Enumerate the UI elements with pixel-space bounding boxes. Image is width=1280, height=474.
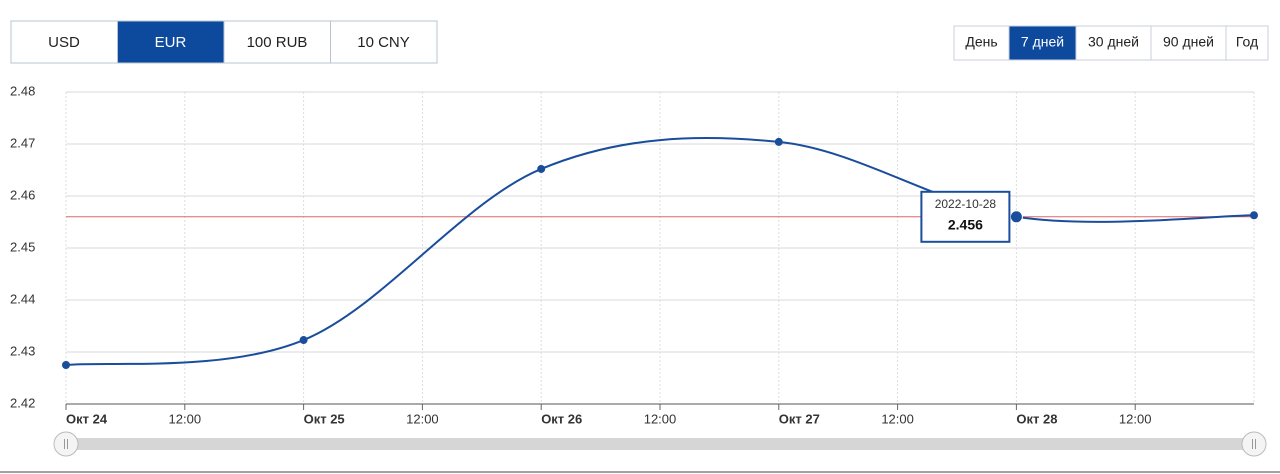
tab-bg [10, 20, 118, 64]
data-point [537, 164, 546, 173]
tab-label: День [965, 34, 997, 50]
x-tick-label: 12:00 [1119, 411, 1152, 426]
x-tick-label: 12:00 [644, 411, 677, 426]
tab-label: 7 дней [1021, 34, 1064, 50]
data-point [299, 336, 308, 345]
x-tick-label: 12:00 [406, 411, 439, 426]
tabs: USD EUR 100 RUB 10 CNY День 7 дней 30 дней 90 д… [10, 20, 1269, 64]
tab-bg [1008, 25, 1077, 61]
data-point [774, 137, 783, 146]
x-tick-label: Окт 27 [779, 411, 820, 426]
period-tab[interactable]: 90 дней [1150, 25, 1227, 61]
tab-bg [223, 20, 331, 64]
period-tab[interactable]: 30 дней [1075, 25, 1152, 61]
data-point [1250, 211, 1258, 220]
tab-label: USD [48, 34, 80, 51]
slider-track [66, 438, 1254, 450]
x-tick-label: 12:00 [169, 411, 202, 426]
y-tick-label: 2.44 [10, 291, 35, 306]
tab-label: Год [1236, 34, 1258, 50]
tab-label: EUR [155, 34, 187, 51]
x-tick-label: Окт 26 [541, 411, 582, 426]
tab-label: 100 RUB [247, 34, 308, 51]
tab-bg [1225, 25, 1269, 61]
tab-bg [117, 20, 225, 64]
currency-tab[interactable]: 100 RUB [223, 20, 331, 64]
data-point [62, 361, 70, 369]
data-point [1009, 210, 1023, 224]
currency-tab[interactable]: EUR [117, 20, 225, 64]
chart: 2.42 2.43 2.44 2.45 2.46 2.47 2.48 Окт 24 12:00 О… [10, 83, 1267, 457]
x-tick-label: 12:00 [881, 411, 914, 426]
currency-tab[interactable]: USD [10, 20, 118, 64]
tooltip-value: 2.456 [948, 217, 983, 233]
x-tick-label: Окт 28 [1016, 411, 1057, 426]
tab-label: 30 дней [1088, 34, 1139, 50]
period-tab[interactable]: Год [1225, 25, 1269, 61]
y-tick-label: 2.45 [10, 239, 35, 254]
slider-handle[interactable] [1241, 431, 1267, 457]
period-tab[interactable]: 7 дней [1008, 25, 1077, 61]
tab-label: 10 CNY [357, 34, 410, 51]
currency-tab[interactable]: 10 CNY [330, 20, 438, 64]
y-tick-label: 2.46 [10, 187, 35, 202]
period-tab[interactable]: День [953, 25, 1010, 61]
tab-bg [330, 20, 438, 64]
series-line [65, 137, 1255, 366]
tooltip-box [920, 190, 1011, 243]
slider-handle[interactable] [53, 431, 79, 457]
tooltip: 2022-10-28 2.456 [920, 190, 1011, 243]
x-tick-label: Окт 24 [66, 411, 108, 426]
tab-bg [1075, 25, 1152, 61]
x-tick-label: Окт 25 [304, 411, 345, 426]
y-tick-label: 2.48 [10, 83, 35, 98]
tab-label: 90 дней [1163, 34, 1214, 50]
y-tick-label: 2.42 [10, 395, 35, 410]
tooltip-date: 2022-10-28 [935, 197, 997, 211]
y-tick-label: 2.43 [10, 343, 35, 358]
tab-bg [1150, 25, 1227, 61]
y-tick-label: 2.47 [10, 135, 35, 150]
tab-bg [953, 25, 1010, 61]
